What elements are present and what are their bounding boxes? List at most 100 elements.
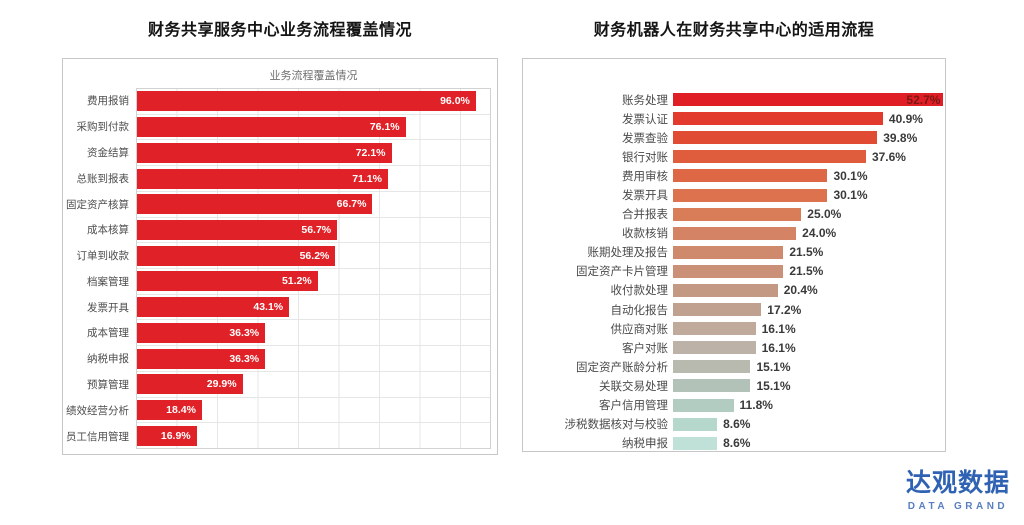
right-category-label: 客户信用管理 bbox=[599, 400, 668, 413]
left-value-label: 76.1% bbox=[369, 121, 400, 134]
right-bar-area: 25.0% bbox=[673, 207, 945, 221]
right-category-label: 发票查验 bbox=[622, 132, 668, 145]
right-bar-area: 17.2% bbox=[673, 303, 945, 317]
left-bar: 71.1% bbox=[137, 168, 388, 189]
right-value-label: 25.0% bbox=[807, 207, 842, 222]
left-plot-wrap: 费用报销 采购到付款 资金结算 总账到报表 固定资产核算 成本核算 订单到收款 档案管理 发票开… bbox=[63, 88, 497, 449]
right-bar-area: 20.4% bbox=[673, 283, 945, 297]
right-value-label: 15.1% bbox=[756, 359, 791, 374]
left-value-label: 72.1% bbox=[355, 146, 386, 159]
left-category-label: 成本管理 bbox=[87, 327, 129, 340]
right-bar bbox=[673, 226, 797, 240]
logo-chinese-text: 达观数据 bbox=[905, 469, 1010, 497]
right-bar-area: 8.6% bbox=[673, 436, 945, 450]
left-value-label: 16.9% bbox=[160, 429, 191, 442]
right-bar-area: 15.1% bbox=[673, 379, 945, 393]
right-value-label: 20.4% bbox=[783, 283, 818, 298]
right-category-label: 账务处理 bbox=[622, 94, 668, 107]
left-bar-row: 16.9% bbox=[137, 423, 490, 448]
left-category-label: 档案管理 bbox=[87, 275, 129, 288]
left-bar: 36.3% bbox=[137, 322, 266, 343]
left-bar-row: 72.1% bbox=[137, 140, 490, 167]
right-bar-area: 30.1% bbox=[673, 169, 945, 183]
left-bar-row: 29.9% bbox=[137, 372, 490, 398]
right-bar-area: 39.8% bbox=[673, 131, 945, 145]
left-bar: 16.9% bbox=[137, 425, 197, 446]
left-bar: 18.4% bbox=[137, 399, 202, 420]
right-bar-row: 自动化报告 17.2% bbox=[523, 300, 945, 319]
right-bar bbox=[673, 379, 751, 393]
right-bar-row: 供应商对账 16.1% bbox=[523, 319, 945, 338]
right-bar-area: 30.1% bbox=[673, 188, 945, 202]
right-bar bbox=[673, 436, 718, 450]
right-bar bbox=[673, 188, 828, 202]
left-category-label: 固定资产核算 bbox=[66, 198, 129, 211]
right-value-label: 52.7% bbox=[906, 92, 941, 107]
left-bar: 43.1% bbox=[137, 297, 290, 318]
right-category-label: 固定资产卡片管理 bbox=[576, 266, 668, 279]
left-category-label: 预算管理 bbox=[87, 378, 129, 391]
right-bar bbox=[673, 360, 751, 374]
right-chart-title: 财务机器人在财务共享中心的适用流程 bbox=[593, 22, 875, 39]
right-category-label: 费用审核 bbox=[622, 170, 668, 183]
left-axis-labels: 费用报销 采购到付款 资金结算 总账到报表 固定资产核算 成本核算 订单到收款 档案管理 发票开… bbox=[63, 88, 136, 449]
right-bar-area: 40.9% bbox=[673, 112, 945, 126]
left-bar-row: 18.4% bbox=[137, 398, 490, 424]
left-plot-area: 96.0% 76.1% 72.1% 71.1% 66.7% 56.7% 56.2% 51.2%… bbox=[136, 88, 491, 449]
right-value-label: 16.1% bbox=[761, 321, 796, 336]
left-category-label: 采购到付款 bbox=[76, 121, 130, 134]
left-bar-row: 51.2% bbox=[137, 269, 490, 295]
right-category-label: 发票开具 bbox=[622, 190, 668, 203]
right-bar: 52.7% bbox=[673, 92, 944, 107]
left-category-label: 成本核算 bbox=[87, 224, 129, 237]
right-bar-row: 涉税数据核对与校验 8.6% bbox=[523, 415, 945, 434]
right-bar bbox=[673, 303, 762, 317]
right-bar-row: 纳税申报 8.6% bbox=[523, 434, 945, 453]
left-category-label: 绩效经营分析 bbox=[66, 404, 129, 417]
left-chart-title: 财务共享服务中心业务流程覆盖情况 bbox=[147, 22, 412, 39]
left-category-label: 资金结算 bbox=[87, 146, 129, 159]
right-bar-area: 8.6% bbox=[673, 417, 945, 431]
left-category-label: 纳税申报 bbox=[87, 353, 129, 366]
right-bar-row: 收款核销 24.0% bbox=[523, 224, 945, 243]
left-bar-row: 76.1% bbox=[137, 115, 490, 141]
left-value-label: 66.7% bbox=[336, 198, 367, 211]
right-bar-row: 收付款处理 20.4% bbox=[523, 281, 945, 300]
right-bar-row: 固定资产账龄分析 15.1% bbox=[523, 357, 945, 376]
left-value-label: 36.3% bbox=[229, 326, 260, 339]
left-bar-row: 43.1% bbox=[137, 295, 490, 321]
right-category-label: 涉税数据核对与校验 bbox=[564, 419, 669, 432]
right-bar-area: 16.1% bbox=[673, 322, 945, 336]
right-bar bbox=[673, 245, 784, 259]
right-bar bbox=[673, 131, 878, 145]
right-category-label: 客户对账 bbox=[622, 342, 668, 355]
right-bar-area: 52.7% bbox=[673, 92, 945, 107]
left-bar: 76.1% bbox=[137, 117, 406, 138]
left-bar-row: 56.2% bbox=[137, 243, 490, 270]
right-bar-row: 固定资产卡片管理 21.5% bbox=[523, 262, 945, 281]
left-value-label: 56.7% bbox=[301, 223, 332, 236]
left-bar: 36.3% bbox=[137, 348, 266, 369]
right-value-label: 21.5% bbox=[789, 264, 824, 279]
left-chart-box: 业务流程覆盖情况 费用报销 采购到付款 资金结算 总账到报表 固定资产核算 成本核算 订单到… bbox=[62, 58, 498, 455]
right-value-label: 37.6% bbox=[871, 149, 906, 164]
left-bar-row: 66.7% bbox=[137, 192, 490, 218]
right-chart-box: 账务处理 52.7% 发票认证 40.9% 发票查验 39.8% 银行对账 37.6% 费用审核… bbox=[522, 58, 946, 452]
left-category-label: 总账到报表 bbox=[76, 172, 130, 185]
right-value-label: 30.1% bbox=[833, 188, 868, 203]
left-bar: 56.2% bbox=[137, 245, 336, 266]
right-bar-area: 21.5% bbox=[673, 245, 945, 259]
right-value-label: 39.8% bbox=[883, 130, 918, 145]
right-bar-area: 16.1% bbox=[673, 341, 945, 355]
right-bar bbox=[673, 112, 883, 126]
right-value-label: 15.1% bbox=[756, 378, 791, 393]
right-category-label: 固定资产账龄分析 bbox=[576, 361, 668, 374]
right-bar-row: 账期处理及报告 21.5% bbox=[523, 243, 945, 262]
right-category-label: 收付款处理 bbox=[610, 285, 669, 298]
right-value-label: 8.6% bbox=[723, 417, 751, 432]
right-value-label: 40.9% bbox=[888, 111, 923, 126]
left-value-label: 36.3% bbox=[229, 352, 260, 365]
right-category-label: 账期处理及报告 bbox=[587, 247, 669, 260]
left-value-label: 18.4% bbox=[166, 403, 196, 416]
left-value-label: 29.9% bbox=[206, 378, 237, 391]
